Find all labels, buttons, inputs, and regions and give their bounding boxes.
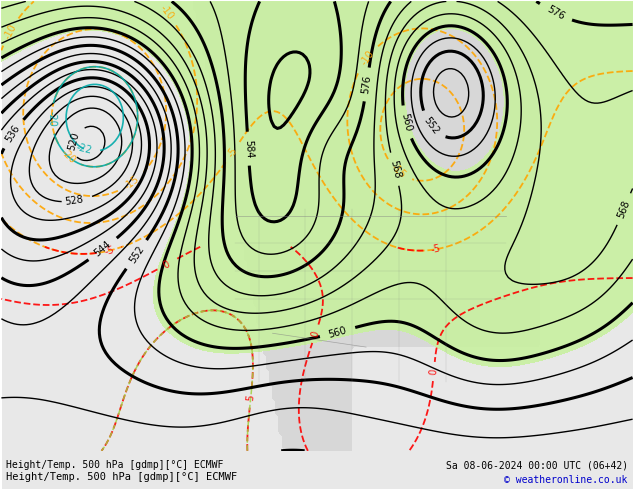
Text: -5: -5 [103,245,115,257]
Text: 560: 560 [399,112,413,132]
Text: 0: 0 [310,329,321,338]
Text: 520: 520 [67,131,81,151]
Text: -20: -20 [59,147,77,165]
Text: -15: -15 [122,174,141,192]
Text: 536: 536 [4,123,22,144]
Text: 0: 0 [161,259,171,270]
Text: 552: 552 [127,244,146,265]
Text: -10: -10 [359,49,376,67]
Text: -10: -10 [2,23,18,41]
Text: -15: -15 [389,162,407,180]
Text: Sa 08-06-2024 00:00 UTC (06+42): Sa 08-06-2024 00:00 UTC (06+42) [446,461,628,470]
Text: 5: 5 [245,394,256,401]
Text: 568: 568 [388,159,402,179]
Text: 576: 576 [545,4,566,22]
Text: Height/Temp. 500 hPa [gdmp][°C] ECMWF: Height/Temp. 500 hPa [gdmp][°C] ECMWF [6,461,224,470]
Text: -5: -5 [430,244,442,255]
Text: -22: -22 [75,142,93,156]
Text: Height/Temp. 500 hPa [gdmp][°C] ECMWF: Height/Temp. 500 hPa [gdmp][°C] ECMWF [6,471,237,482]
Text: 0: 0 [429,368,439,375]
Text: 576: 576 [361,74,373,95]
Text: © weatheronline.co.uk: © weatheronline.co.uk [504,475,628,485]
Text: 528: 528 [65,195,84,207]
Text: -10: -10 [158,3,176,22]
Text: 584: 584 [243,139,254,158]
Text: -5: -5 [226,146,239,159]
Text: 552: 552 [422,116,441,137]
Text: 560: 560 [327,325,348,340]
Text: 568: 568 [616,198,632,220]
Text: -20: -20 [47,110,57,126]
Text: 544: 544 [93,240,113,259]
